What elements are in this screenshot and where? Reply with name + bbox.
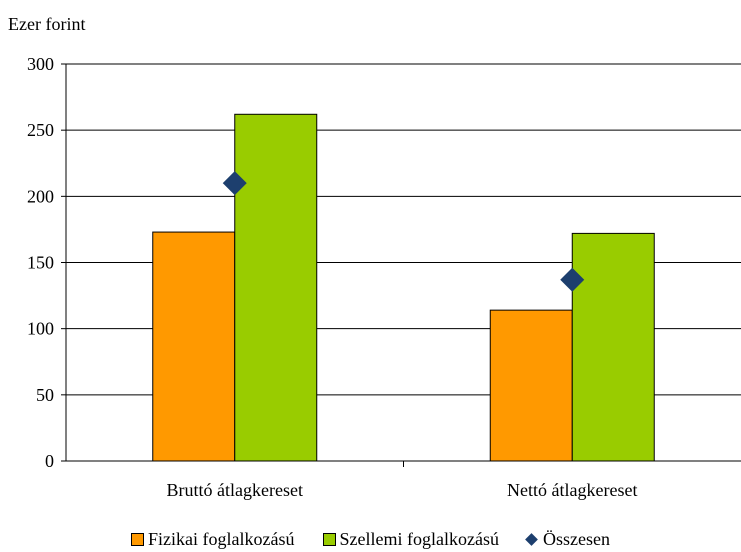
bar-szellemi (571, 232, 655, 462)
bar-szellemi (234, 113, 318, 462)
x-category-label: Nettó átlagkereset (507, 480, 637, 500)
legend-diamond-osszesen (525, 532, 538, 546)
x-category-label: Bruttó átlagkereset (167, 480, 303, 500)
legend-item-szellemi: Szellemi foglalkozású (322, 528, 499, 550)
legend: Fizikai foglalkozású Szellemi foglalkozá… (0, 528, 741, 550)
legend-label-fizikai: Fizikai foglalkozású (148, 528, 295, 549)
y-tick-label: 0 (45, 451, 54, 471)
legend-swatch-fizikai (131, 532, 145, 546)
marker-osszesen (560, 267, 585, 292)
y-tick-label: 200 (27, 186, 54, 206)
y-axis-unit-label: Ezer forint (8, 14, 86, 34)
bar-fizikai (152, 231, 236, 462)
marker-osszesen (222, 171, 247, 196)
legend-item-osszesen: Összesen (525, 528, 610, 550)
legend-label-osszesen: Összesen (542, 528, 610, 549)
y-tick-label: 100 (27, 319, 54, 339)
legend-swatch-szellemi (322, 532, 336, 546)
y-tick-label: 300 (27, 54, 54, 74)
legend-label-szellemi: Szellemi foglalkozású (339, 528, 499, 549)
bar-chart: 0 50 100 150 200 250 300 Bruttó átlagkereset Net… (27, 54, 741, 500)
y-tick-label: 250 (27, 120, 54, 140)
y-tick-label: 150 (27, 253, 54, 273)
y-tick-label: 50 (36, 385, 54, 405)
legend-item-fizikai: Fizikai foglalkozású (131, 528, 295, 550)
bar-fizikai (489, 309, 573, 462)
